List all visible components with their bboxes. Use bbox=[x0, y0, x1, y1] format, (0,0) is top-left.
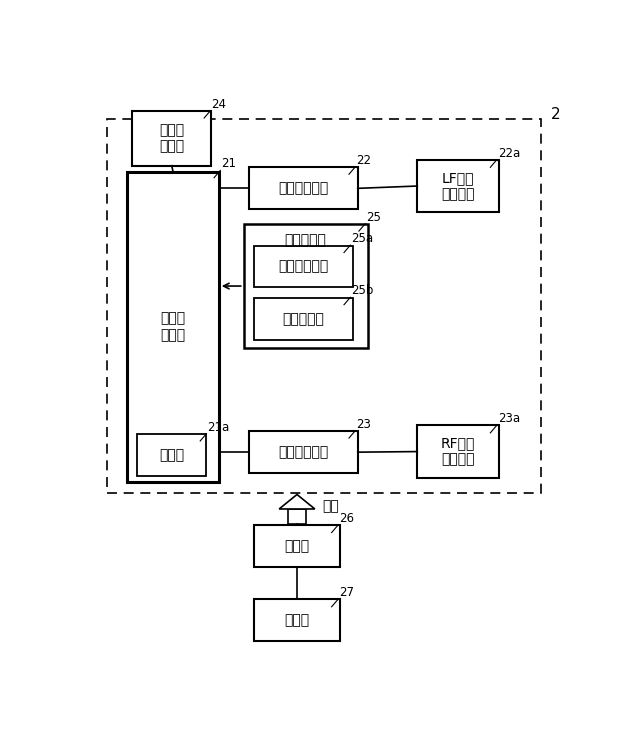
Bar bbox=[253, 599, 340, 642]
Text: 26: 26 bbox=[339, 512, 354, 526]
Text: 付随機送信部: 付随機送信部 bbox=[278, 445, 328, 459]
Text: 振動センサ: 振動センサ bbox=[282, 312, 324, 326]
Bar bbox=[108, 120, 541, 493]
Bar bbox=[244, 224, 368, 349]
Text: 21: 21 bbox=[221, 157, 236, 170]
Bar bbox=[132, 111, 211, 166]
Bar bbox=[287, 509, 307, 524]
Text: LF受信
アンテナ: LF受信 アンテナ bbox=[442, 171, 475, 201]
Text: 23: 23 bbox=[356, 418, 371, 431]
Text: 22a: 22a bbox=[498, 147, 520, 160]
Text: 22: 22 bbox=[356, 154, 371, 167]
Text: 23a: 23a bbox=[498, 413, 520, 425]
Bar bbox=[253, 245, 353, 288]
Text: 動き検出部: 動き検出部 bbox=[285, 233, 326, 248]
Text: 27: 27 bbox=[339, 587, 354, 599]
Bar bbox=[249, 167, 358, 209]
Bar bbox=[417, 425, 499, 477]
Text: 25a: 25a bbox=[351, 232, 373, 245]
Polygon shape bbox=[279, 495, 315, 509]
Text: 25: 25 bbox=[366, 211, 381, 224]
Text: 計時部: 計時部 bbox=[159, 448, 184, 462]
Bar bbox=[249, 431, 358, 473]
Text: 21a: 21a bbox=[207, 421, 230, 434]
Text: 圧電部: 圧電部 bbox=[284, 613, 310, 627]
Text: 25b: 25b bbox=[351, 285, 374, 297]
Bar bbox=[137, 434, 207, 476]
Bar bbox=[253, 526, 340, 567]
Bar bbox=[127, 172, 219, 482]
Bar bbox=[417, 160, 499, 212]
Text: RF送信
アンテナ: RF送信 アンテナ bbox=[441, 437, 476, 467]
Text: 付随機
記憶部: 付随機 記憶部 bbox=[159, 123, 184, 154]
Text: 付随機
制御部: 付随機 制御部 bbox=[161, 312, 186, 342]
Text: 2: 2 bbox=[551, 107, 561, 121]
Text: 付随機受信部: 付随機受信部 bbox=[278, 181, 328, 195]
Text: 蓄電部: 蓄電部 bbox=[284, 539, 310, 553]
Text: 24: 24 bbox=[211, 98, 227, 111]
Bar bbox=[253, 298, 353, 340]
Text: 加速度センサ: 加速度センサ bbox=[278, 260, 328, 273]
Text: 電力: 電力 bbox=[323, 499, 339, 514]
